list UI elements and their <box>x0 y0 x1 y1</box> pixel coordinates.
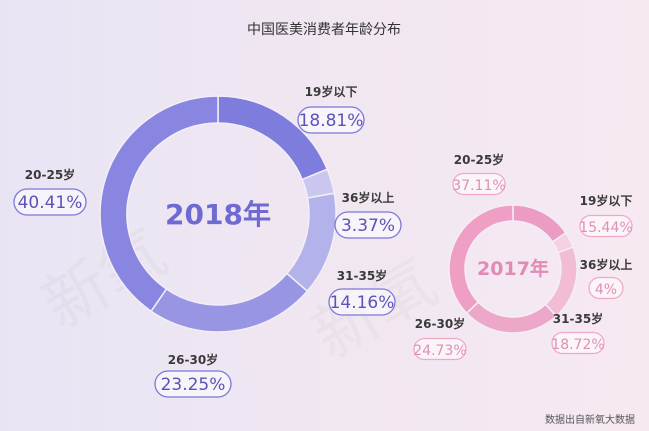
label-2018-value-3-pill <box>154 370 232 398</box>
label-2018-value-2-pill <box>328 288 396 316</box>
label-2017-value-0: 15.44% <box>579 220 632 236</box>
slice-2017-3 <box>465 301 558 334</box>
label-2018-cat-1: 36岁以上 <box>342 190 395 205</box>
center-label-2017: 2017年 <box>477 257 549 280</box>
label-2017-value-3: 24.73% <box>413 343 466 359</box>
labels-2017: 19岁以下 15.44% 36岁以上 4% 31-35岁 18.72% 26-30岁 24.7… <box>413 152 633 361</box>
label-2017-value-4-pill <box>452 172 506 196</box>
label-2018-value-0: 18.81% <box>299 111 364 131</box>
label-2017-value-3-pill <box>413 337 467 361</box>
slice-2018-2 <box>285 192 337 293</box>
label-2017-cat-2: 31-35岁 <box>553 311 603 326</box>
label-2017-value-4: 37.11% <box>452 178 505 194</box>
source-note: 数据出自新氧大数据 <box>545 413 635 426</box>
label-2017-value-2-pill <box>551 331 605 355</box>
label-2018-cat-2: 31-35岁 <box>337 268 387 283</box>
label-2017-cat-3: 26-30岁 <box>415 316 465 331</box>
chart-title: 中国医美消费者年龄分布 <box>247 22 401 38</box>
label-2018-value-1: 3.37% <box>341 216 395 236</box>
label-2018-cat-3: 26-30岁 <box>168 352 218 367</box>
label-2018-value-1-pill <box>334 211 402 239</box>
label-2018-value-4: 40.41% <box>18 193 83 213</box>
label-2018-cat-4: 20-25岁 <box>25 167 75 182</box>
labels-2018: 19岁以下 18.81% 36岁以上 3.37% 31-35岁 14.16% 26-30岁 2… <box>13 84 402 398</box>
label-2017-value-1: 4% <box>595 282 617 298</box>
slice-2017-0 <box>512 204 567 243</box>
label-2017-cat-1: 36岁以上 <box>580 257 633 272</box>
donut-2018 <box>99 95 337 333</box>
label-2017-value-0-pill <box>579 214 633 238</box>
label-2017-cat-0: 19岁以下 <box>580 193 633 208</box>
donut-2017 <box>448 204 578 334</box>
label-2017-cat-4: 20-25岁 <box>454 152 504 167</box>
slice-2017-2 <box>544 246 578 318</box>
label-2018-cat-0: 19岁以下 <box>305 84 358 99</box>
label-2018-value-3: 23.25% <box>161 375 226 395</box>
slice-2017-4 <box>448 204 514 315</box>
label-2018-value-2: 14.16% <box>330 293 395 313</box>
label-2018-value-0-pill <box>297 106 365 134</box>
label-2017-value-1-pill <box>588 276 624 300</box>
label-2017-value-2: 18.72% <box>551 337 604 353</box>
label-2018-value-4-pill <box>13 188 87 216</box>
slice-2018-4 <box>99 95 219 313</box>
center-label-2018: 2018年 <box>165 198 271 231</box>
